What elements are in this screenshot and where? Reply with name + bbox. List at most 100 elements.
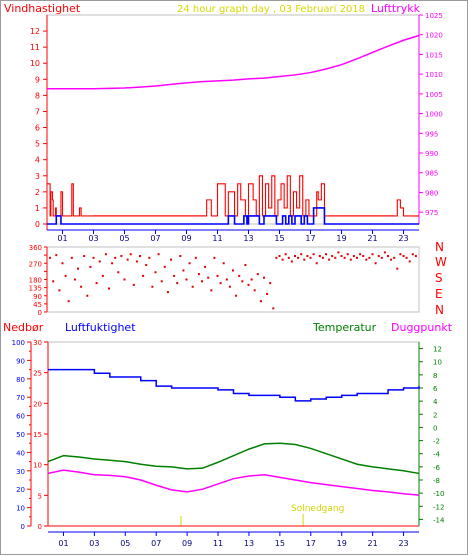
time-tick-label: 13 bbox=[244, 539, 254, 548]
direction-point bbox=[275, 256, 278, 259]
direction-point bbox=[117, 271, 120, 274]
direction-tick-label: 45 bbox=[33, 301, 42, 309]
direction-point bbox=[98, 260, 101, 263]
direction-point bbox=[408, 260, 411, 263]
direction-point bbox=[67, 300, 70, 303]
direction-point bbox=[170, 258, 172, 261]
temperature-tick-label: -12 bbox=[433, 503, 444, 511]
direction-point bbox=[145, 264, 148, 267]
pressure-tick-label: 1015 bbox=[425, 51, 443, 59]
direction-point bbox=[325, 253, 327, 256]
direction-point bbox=[210, 289, 213, 292]
time-tick-label: 19 bbox=[336, 234, 346, 243]
direction-point bbox=[201, 280, 203, 283]
temperature-line bbox=[47, 442, 420, 475]
direction-point bbox=[142, 274, 145, 277]
pressure-tick-label: 1000 bbox=[425, 111, 443, 119]
direction-point bbox=[272, 307, 275, 310]
direction-point bbox=[328, 258, 331, 261]
wind-speed-label: Vindhastighet bbox=[4, 2, 81, 15]
time-tick-label: 07 bbox=[151, 539, 161, 548]
direction-point bbox=[399, 253, 402, 256]
direction-point bbox=[306, 255, 309, 258]
direction-tick-label: 180 bbox=[29, 277, 42, 285]
direction-point bbox=[70, 256, 73, 259]
direction-point bbox=[259, 300, 262, 303]
temperature-tick-label: -4 bbox=[433, 451, 441, 459]
direction-point bbox=[135, 260, 138, 263]
direction-point bbox=[95, 282, 98, 285]
direction-point bbox=[300, 253, 303, 256]
compass-e: E bbox=[435, 287, 443, 301]
time-tick-label: 23 bbox=[398, 539, 408, 548]
humidity-tick-label: 30 bbox=[33, 339, 42, 347]
time-tick-label: 11 bbox=[213, 539, 223, 548]
direction-point bbox=[266, 292, 269, 295]
direction-point bbox=[58, 289, 61, 292]
direction-point bbox=[222, 262, 225, 265]
wind-tick-label: 5 bbox=[35, 140, 40, 149]
rain-tick-label: 100 bbox=[12, 339, 25, 347]
temperature-tick-label: -6 bbox=[433, 464, 441, 472]
direction-point bbox=[294, 255, 296, 258]
wind-tick-label: 10 bbox=[30, 59, 40, 68]
direction-point bbox=[340, 255, 343, 258]
direction-point bbox=[362, 255, 365, 258]
wind-tick-label: 9 bbox=[35, 75, 40, 84]
time-tick-label: 21 bbox=[367, 234, 377, 243]
direction-point bbox=[244, 264, 247, 267]
direction-point bbox=[359, 253, 362, 256]
direction-point bbox=[411, 253, 414, 256]
direction-point bbox=[334, 256, 337, 259]
compass-w: W bbox=[435, 255, 447, 269]
wind-tick-label: 1 bbox=[35, 204, 40, 213]
direction-point bbox=[80, 285, 83, 288]
time-tick-label: 09 bbox=[182, 539, 192, 548]
direction-point bbox=[216, 274, 219, 277]
temperature-tick-label: 8 bbox=[433, 372, 437, 380]
temperature-tick-label: 4 bbox=[433, 398, 438, 406]
direction-point bbox=[185, 278, 188, 281]
wind-tick-label: 6 bbox=[35, 124, 40, 133]
direction-tick-label: 90 bbox=[33, 293, 42, 301]
direction-point bbox=[219, 282, 222, 285]
dewpoint-label: Duggpunkt bbox=[391, 321, 453, 334]
pressure-tick-label: 985 bbox=[425, 170, 438, 178]
direction-point bbox=[377, 255, 380, 258]
direction-point bbox=[154, 271, 157, 274]
pressure-tick-label: 1020 bbox=[425, 32, 443, 40]
direction-point bbox=[269, 282, 272, 285]
direction-point bbox=[52, 280, 55, 283]
direction-tick-label: 360 bbox=[29, 244, 42, 252]
direction-point bbox=[312, 253, 315, 256]
direction-point bbox=[61, 262, 64, 265]
direction-point bbox=[77, 267, 79, 270]
time-tick-label: 01 bbox=[57, 234, 67, 243]
sunset-label: Solnedgang bbox=[291, 504, 344, 514]
direction-tick-label: 0 bbox=[38, 309, 42, 317]
pressure-tick-label: 995 bbox=[425, 130, 438, 138]
direction-point bbox=[101, 274, 104, 277]
direction-tick-label: 270 bbox=[29, 260, 42, 268]
direction-point bbox=[374, 262, 377, 265]
time-tick-label: 01 bbox=[58, 539, 68, 548]
direction-point bbox=[49, 256, 52, 259]
time-tick-label: 15 bbox=[274, 234, 284, 243]
direction-point bbox=[321, 256, 324, 259]
direction-point bbox=[346, 253, 349, 256]
direction-point bbox=[371, 253, 374, 256]
direction-point bbox=[111, 262, 114, 265]
pressure-tick-label: 990 bbox=[425, 150, 438, 158]
direction-point bbox=[383, 251, 386, 254]
pressure-tick-label: 1010 bbox=[425, 71, 443, 79]
pressure-tick-label: 1005 bbox=[425, 91, 443, 99]
direction-point bbox=[160, 280, 163, 283]
direction-point bbox=[179, 255, 182, 258]
direction-point bbox=[390, 258, 393, 261]
time-tick-label: 05 bbox=[120, 539, 130, 548]
direction-point bbox=[414, 255, 417, 258]
direction-point bbox=[405, 256, 408, 259]
direction-point bbox=[163, 265, 166, 268]
